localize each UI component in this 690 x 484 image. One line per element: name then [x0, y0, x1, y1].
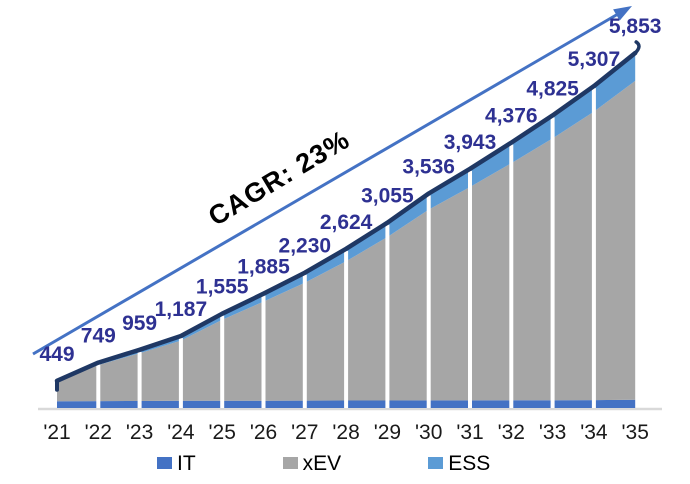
legend-item-it: IT [157, 453, 196, 474]
x-axis-label: '30 [415, 421, 442, 444]
x-axis-label: '26 [250, 421, 277, 444]
value-label: 3,943 [444, 131, 497, 154]
value-label: 2,624 [320, 211, 373, 234]
stacked-area-layers [38, 40, 662, 411]
value-label: 1,187 [155, 298, 208, 321]
value-label: 749 [81, 325, 116, 348]
value-label: 959 [122, 312, 157, 335]
value-label: 1,555 [196, 276, 249, 299]
x-axis-label: '34 [580, 421, 608, 444]
x-axis-label: '29 [374, 421, 401, 444]
legend-label-xev: xEV [302, 451, 342, 475]
value-label: 1,885 [237, 256, 290, 279]
value-label: 3,536 [402, 156, 455, 179]
ess-legend-swatch-icon [428, 457, 444, 469]
legend-item-ess: ESS [428, 453, 490, 474]
value-label: 4,825 [526, 77, 579, 100]
value-label: 449 [39, 343, 74, 366]
x-axis-label: '23 [126, 421, 153, 444]
x-axis-label: '27 [291, 421, 318, 444]
x-axis-label: '31 [456, 421, 483, 444]
trend-arrow [32, 6, 632, 356]
value-label: 4,376 [485, 105, 538, 128]
legend-label-it: IT [177, 451, 196, 475]
value-label: 5,853 [609, 15, 662, 38]
x-axis-label: '22 [85, 421, 112, 444]
chart-legend: IT xEV ESS [0, 448, 690, 478]
x-axis-label: '28 [332, 421, 359, 444]
value-label: 2,230 [279, 235, 332, 258]
total-line-end-curl [633, 40, 641, 55]
it-legend-swatch-icon [157, 457, 172, 469]
area-xev [57, 80, 636, 402]
arrow-head-icon [613, 6, 632, 21]
legend-label-ess: ESS [448, 451, 491, 475]
x-axis-label: '25 [209, 421, 236, 444]
trend-arrow-line [32, 12, 619, 356]
x-axis-label: '32 [498, 421, 525, 444]
total-line [54, 50, 638, 384]
xev-legend-swatch-icon [282, 457, 298, 469]
value-label: 3,055 [361, 185, 414, 208]
legend-item-xev: xEV [282, 451, 342, 475]
x-axis-label: '35 [622, 421, 649, 444]
x-axis-label: '24 [167, 421, 195, 444]
x-axis-label: '33 [539, 421, 566, 444]
chart-canvas: CAGR: 23% 4497499591,1871,5551,8852,2302… [32, 6, 662, 444]
value-label: 5,307 [568, 48, 621, 71]
x-axis-label: '21 [43, 421, 70, 444]
